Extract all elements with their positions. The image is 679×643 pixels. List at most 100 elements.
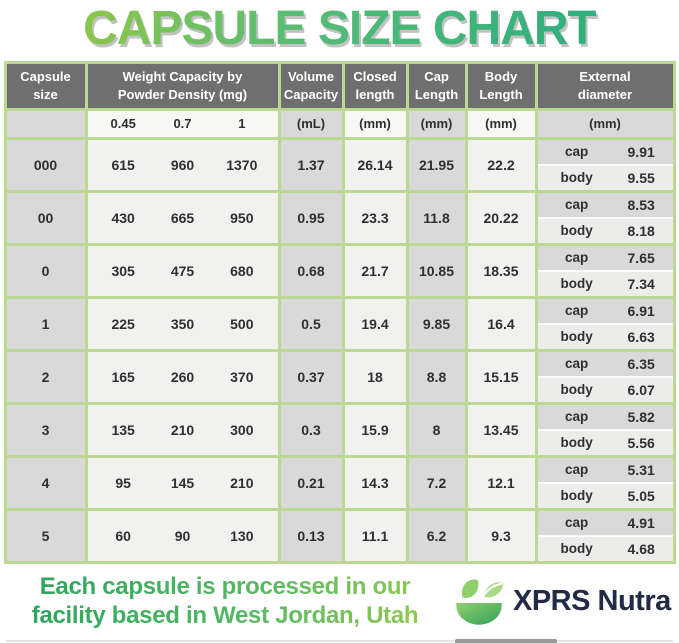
page-title: CAPSULE SIZE CHART: [83, 2, 597, 55]
external-cap-value: 6.35: [627, 355, 655, 372]
weight-value: 680: [230, 262, 254, 279]
external-cap-row: cap 6.91: [537, 298, 673, 323]
cell-closed-length: 11.1: [344, 510, 406, 561]
external-cap-value: 5.31: [627, 461, 655, 478]
weight-value: 960: [170, 156, 195, 173]
external-cap-row: cap 5.31: [537, 457, 673, 482]
weight-value: 615: [111, 156, 135, 173]
brand-logo: XPRS Nutra: [450, 572, 671, 632]
external-body-value: 6.07: [627, 381, 655, 398]
external-cap-row: cap 8.53: [537, 192, 673, 217]
weight-value: 210: [170, 421, 195, 438]
cell-closed-length: 26.14: [344, 139, 406, 190]
cell-body-length: 15.15: [467, 351, 535, 402]
cell-weight-capacity: 225 350 500: [87, 298, 278, 349]
cell-volume-capacity: 0.37: [280, 351, 342, 402]
external-body-row: body 6.07: [537, 377, 673, 402]
weight-value: 500: [230, 315, 254, 332]
cell-external-diameter: cap 4.91 body 4.68: [537, 510, 673, 561]
footer: Each capsule is processed in our facilit…: [0, 571, 679, 633]
cell-external-diameter: cap 6.91 body 6.63: [537, 298, 673, 349]
cell-body-length: 18.35: [467, 245, 535, 296]
external-cap-row: cap 6.35: [537, 351, 673, 376]
cell-closed-length: 14.3: [344, 457, 406, 508]
cell-cap-length: 11.8: [408, 192, 465, 243]
unit-cell-volume: (mL): [280, 110, 342, 137]
external-cap-label: cap: [565, 409, 589, 425]
external-body-label: body: [560, 329, 593, 345]
cell-capsule-size: 00: [6, 192, 85, 243]
cell-capsule-size: 3: [6, 404, 85, 455]
brand-name: XPRS Nutra: [513, 585, 671, 618]
cell-closed-length: 15.9: [344, 404, 406, 455]
external-body-row: body 5.56: [537, 430, 673, 455]
capsule-size-table: Capsule size Weight Capacity by Powder D…: [3, 60, 676, 564]
external-body-label: body: [560, 435, 593, 451]
external-cap-value: 5.82: [627, 408, 655, 425]
cell-weight-capacity: 430 665 950: [87, 192, 278, 243]
cell-volume-capacity: 1.37: [280, 139, 342, 190]
weight-value: 665: [170, 209, 195, 226]
cell-body-length: 22.2: [467, 139, 535, 190]
external-cap-value: 9.91: [627, 143, 655, 160]
cell-cap-length: 21.95: [408, 139, 465, 190]
external-cap-value: 6.91: [627, 302, 655, 319]
external-body-row: body 5.05: [537, 483, 673, 508]
leaf-bowl-icon: [456, 579, 504, 625]
col-header-cap-length: Cap Length: [408, 63, 465, 108]
weight-value: 60: [115, 527, 131, 544]
unit-density-07: 0.7: [173, 116, 192, 132]
external-body-label: body: [560, 382, 593, 398]
external-body-row: body 9.55: [537, 165, 673, 190]
weight-value: 475: [170, 262, 195, 279]
external-body-row: body 4.68: [537, 536, 673, 561]
external-body-label: body: [560, 276, 593, 292]
external-cap-label: cap: [565, 197, 589, 213]
unit-density-045: 0.45: [110, 116, 136, 132]
cell-volume-capacity: 0.13: [280, 510, 342, 561]
external-body-label: body: [560, 223, 593, 239]
weight-value: 260: [170, 368, 195, 385]
weight-value: 225: [111, 315, 135, 332]
weight-value: 210: [230, 474, 254, 491]
col-header-weight-capacity: Weight Capacity by Powder Density (mg): [87, 63, 278, 108]
weight-value: 350: [170, 315, 195, 332]
footer-tagline: Each capsule is processed in our facilit…: [0, 573, 450, 631]
cell-capsule-size: 4: [6, 457, 85, 508]
external-body-value: 9.55: [627, 169, 655, 186]
cell-external-diameter: cap 5.31 body 5.05: [537, 457, 673, 508]
cell-cap-length: 8.8: [408, 351, 465, 402]
cell-weight-capacity: 305 475 680: [87, 245, 278, 296]
external-cap-value: 4.91: [627, 514, 655, 531]
external-body-row: body 7.34: [537, 271, 673, 296]
unit-cell-densities: 0.45 0.7 1: [87, 110, 278, 137]
external-cap-row: cap 7.65: [537, 245, 673, 270]
cell-capsule-size: 5: [6, 510, 85, 561]
cell-body-length: 20.22: [467, 192, 535, 243]
cell-external-diameter: cap 6.35 body 6.07: [537, 351, 673, 402]
cell-cap-length: 8: [408, 404, 465, 455]
weight-value: 305: [111, 262, 135, 279]
cell-cap-length: 7.2: [408, 457, 465, 508]
col-header-volume-capacity: Volume Capacity: [280, 63, 342, 108]
cell-body-length: 13.45: [467, 404, 535, 455]
cell-weight-capacity: 135 210 300: [87, 404, 278, 455]
unit-cell-closed-length: (mm): [344, 110, 406, 137]
cell-volume-capacity: 0.95: [280, 192, 342, 243]
col-header-body-length: Body Length: [467, 63, 535, 108]
cell-cap-length: 9.85: [408, 298, 465, 349]
col-header-external-diameter: External diameter: [537, 63, 673, 108]
external-cap-label: cap: [565, 303, 589, 319]
weight-value: 430: [111, 209, 135, 226]
external-body-label: body: [560, 170, 593, 186]
cell-external-diameter: cap 8.53 body 8.18: [537, 192, 673, 243]
cell-closed-length: 23.3: [344, 192, 406, 243]
col-header-closed-length: Closed length: [344, 63, 406, 108]
cell-volume-capacity: 0.3: [280, 404, 342, 455]
external-body-row: body 6.63: [537, 324, 673, 349]
cell-closed-length: 21.7: [344, 245, 406, 296]
external-cap-row: cap 9.91: [537, 139, 673, 164]
cell-external-diameter: cap 9.91 body 9.55: [537, 139, 673, 190]
cell-volume-capacity: 0.5: [280, 298, 342, 349]
weight-value: 135: [111, 421, 135, 438]
